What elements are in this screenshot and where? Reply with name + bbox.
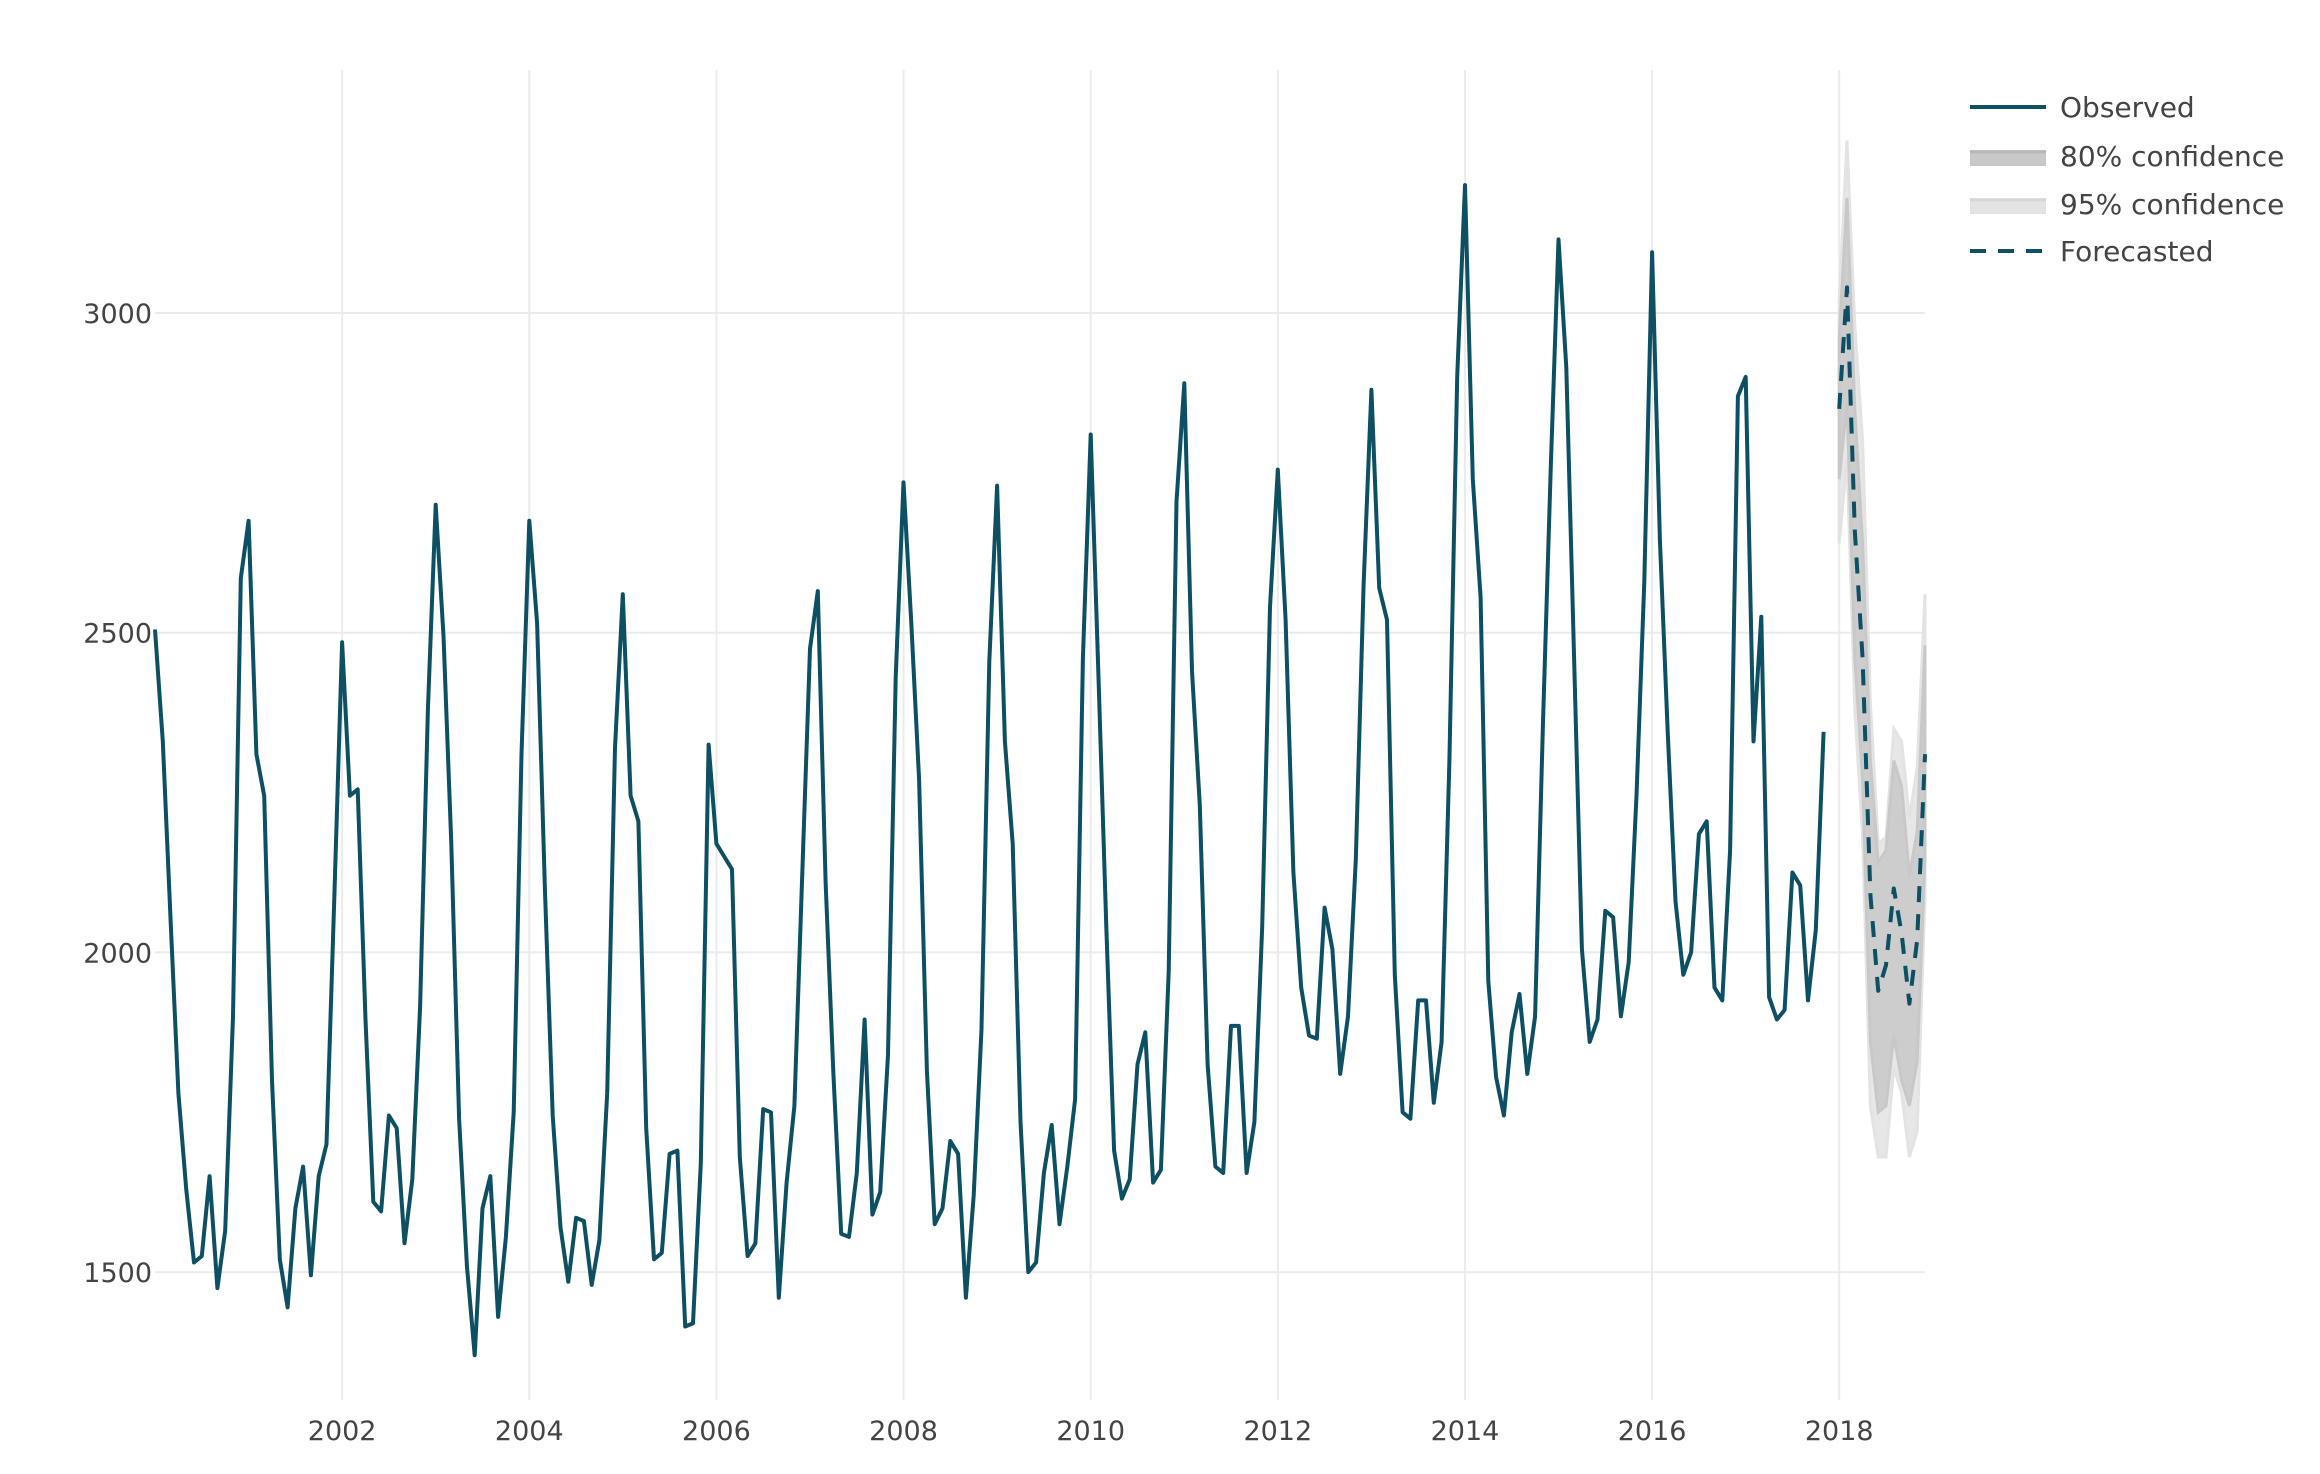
x-tick-label: 2012 — [1243, 1416, 1312, 1447]
legend-label-observed: Observed — [2060, 91, 2195, 124]
legend-item-observed[interactable]: Observed — [1970, 91, 2195, 124]
x-tick-label: 2018 — [1805, 1416, 1874, 1447]
legend-label-conf80: 80% confidence — [2060, 140, 2284, 173]
x-tick-label: 2006 — [682, 1416, 751, 1447]
confidence-bands — [1837, 140, 1927, 1159]
legend-label-conf95: 95% confidence — [2060, 188, 2284, 221]
confidence-band-80 — [1837, 197, 1927, 1116]
x-tick-label: 2008 — [869, 1416, 938, 1447]
x-tick-label: 2004 — [495, 1416, 564, 1447]
x-tick-label: 2002 — [308, 1416, 377, 1447]
y-tick-label: 3000 — [83, 299, 152, 330]
y-tick-label: 1500 — [83, 1258, 152, 1289]
x-tick-label: 2016 — [1618, 1416, 1687, 1447]
legend-item-conf80[interactable]: 80% confidence — [1970, 140, 2284, 173]
series-line-observed — [153, 183, 1826, 1358]
legend[interactable]: Observed 80% confidence 95% confidence F… — [1970, 91, 2284, 268]
y-tick-label: 2500 — [83, 619, 152, 650]
y-axis-ticks: 1500 2000 2500 3000 — [83, 299, 152, 1289]
series-lines — [153, 183, 1927, 1358]
legend-swatch-conf95 — [1970, 198, 2046, 214]
x-tick-label: 2010 — [1056, 1416, 1125, 1447]
legend-item-conf95[interactable]: 95% confidence — [1970, 188, 2284, 221]
y-tick-label: 2000 — [83, 938, 152, 969]
legend-label-forecast: Forecasted — [2060, 235, 2213, 268]
legend-item-forecast[interactable]: Forecasted — [1970, 235, 2213, 268]
legend-swatch-conf80 — [1970, 150, 2046, 166]
x-axis-ticks: 2002 2004 2006 2008 2010 2012 2014 2016 2018 — [308, 1416, 1874, 1447]
x-tick-label: 2014 — [1431, 1416, 1500, 1447]
grid-lines — [155, 70, 1925, 1400]
